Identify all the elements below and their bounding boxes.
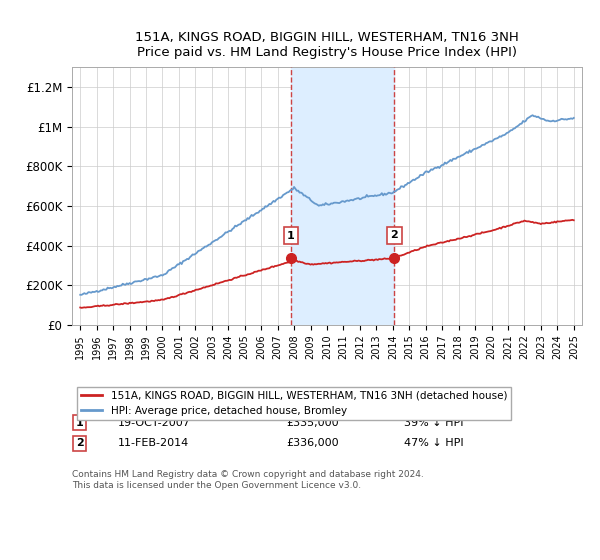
Text: £336,000: £336,000	[286, 438, 339, 449]
Text: 1: 1	[287, 231, 295, 241]
Text: Contains HM Land Registry data © Crown copyright and database right 2024.
This d: Contains HM Land Registry data © Crown c…	[72, 470, 424, 490]
Text: 19-OCT-2007: 19-OCT-2007	[118, 418, 191, 428]
Text: 2: 2	[76, 438, 83, 449]
Text: 39% ↓ HPI: 39% ↓ HPI	[404, 418, 463, 428]
Text: £335,000: £335,000	[286, 418, 339, 428]
Title: 151A, KINGS ROAD, BIGGIN HILL, WESTERHAM, TN16 3NH
Price paid vs. HM Land Regist: 151A, KINGS ROAD, BIGGIN HILL, WESTERHAM…	[135, 31, 519, 59]
Text: 47% ↓ HPI: 47% ↓ HPI	[404, 438, 463, 449]
Bar	[291, 67, 394, 325]
Text: 1: 1	[76, 418, 83, 428]
Text: 2: 2	[391, 230, 398, 240]
Text: 11-FEB-2014: 11-FEB-2014	[118, 438, 189, 449]
Legend: 151A, KINGS ROAD, BIGGIN HILL, WESTERHAM, TN16 3NH (detached house), HPI: Averag: 151A, KINGS ROAD, BIGGIN HILL, WESTERHAM…	[77, 387, 511, 420]
